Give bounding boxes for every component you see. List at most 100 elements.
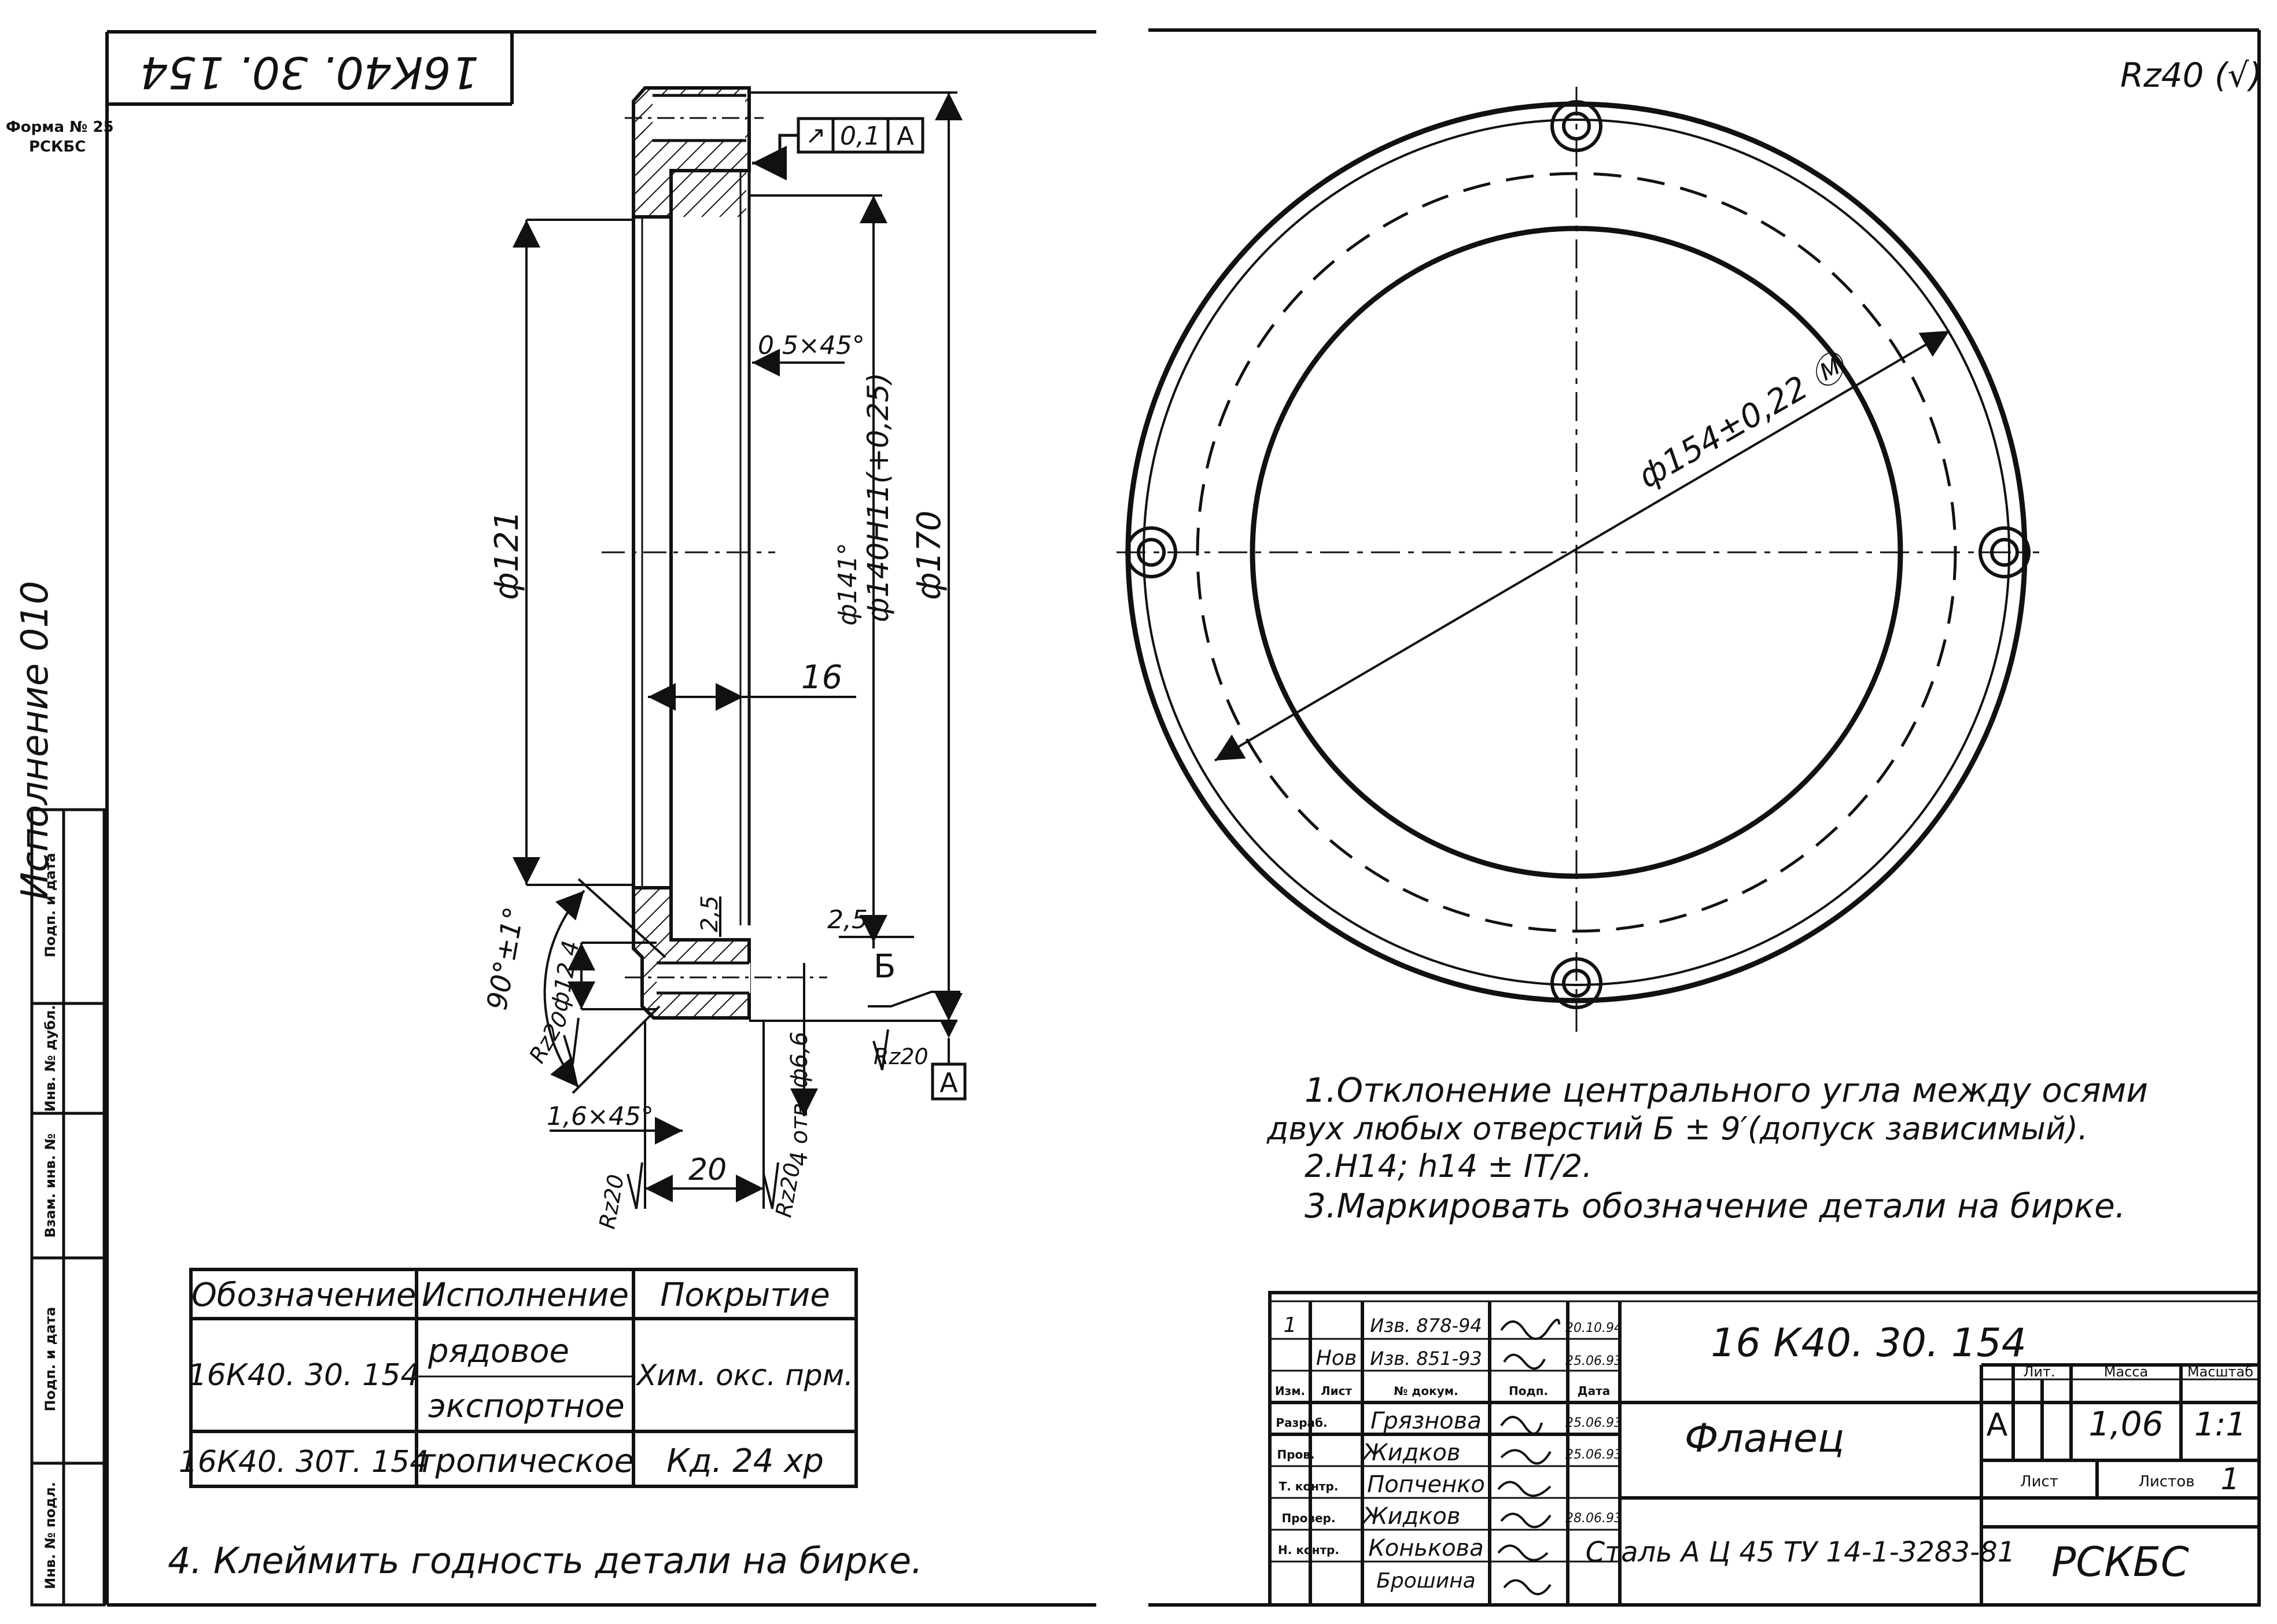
tb-rev-header-sheet: Лист <box>1321 1384 1352 1398</box>
tb-name-3: Попченко <box>1367 1471 1485 1498</box>
tolerance-value: 0,1 <box>840 121 880 151</box>
note-line-2: двух любых отверстий Б ± 9′(допуск завис… <box>1266 1110 2088 1147</box>
dimension-lines <box>513 91 963 1209</box>
datum-a-marker <box>931 1021 967 1101</box>
exec-row2-coating: Кд. 24 хр <box>666 1442 824 1480</box>
note-line-1: 1.Отклонение центрального угла между ося… <box>1305 1071 2148 1110</box>
tb-name-2: Жидков <box>1361 1440 1461 1466</box>
tb-org: РСКБС <box>2051 1538 2189 1586</box>
tb-rev2-doc: Изв. 851-93 <box>1370 1348 1482 1370</box>
bolt-hole-left <box>1125 526 1177 578</box>
dim-dia-170: ф170 <box>911 511 948 600</box>
tb-material: Сталь А Ц 45 ТУ 14-1-3283-81 <box>1586 1536 2016 1568</box>
tolerance-symbol: ↗ <box>805 121 826 149</box>
side-caption: Исполнение 010 <box>14 581 57 900</box>
tb-date-2: 25.06.93 <box>1565 1448 1622 1462</box>
tb-mass-value: 1,06 <box>2088 1404 2163 1444</box>
tb-part-name: Фланец <box>1685 1416 1844 1461</box>
tb-role-2: Пров. <box>1277 1448 1314 1461</box>
section-bottom-boss <box>632 886 751 1020</box>
exec-row2-designation: 16К40. 30Т. 154 <box>179 1445 429 1479</box>
tb-rev-header-date: Дата <box>1578 1384 1610 1398</box>
exec-header-designation: Обозначение <box>191 1276 417 1314</box>
tb-rev-header-sign: Подп. <box>1509 1384 1548 1398</box>
datum-a-label: А <box>939 1067 958 1098</box>
tb-mass-label: Масса <box>2104 1364 2149 1380</box>
tb-name-6: Брошина <box>1376 1569 1476 1593</box>
tb-rev2-sheet: Нов <box>1316 1346 1357 1370</box>
tb-rev-header-doc: № докум. <box>1394 1384 1458 1398</box>
stamp-label-sign-date-2: Подп. и дата <box>42 1307 58 1412</box>
tb-name-1: Грязнова <box>1370 1408 1482 1434</box>
dim-width-16: 16 <box>801 659 842 696</box>
rz20-bottom-left: Rz20 <box>594 1172 629 1231</box>
tb-rev1-change: 1 <box>1284 1313 1297 1337</box>
rz20-right: Rz20 <box>874 1044 929 1069</box>
stamp-label-dup-inv: Инв. № дубл. <box>42 1005 58 1112</box>
tb-role-1: Разраб. <box>1276 1416 1327 1430</box>
exec-row1-exec1: рядовое <box>428 1333 569 1370</box>
tb-lit-label: Лит. <box>2023 1364 2055 1380</box>
rotated-title: 16К40. 30. 154 <box>140 47 479 98</box>
tb-date-1: 25.06.93 <box>1565 1416 1622 1430</box>
note-4: 4. Клеймить годность детали на бирке. <box>168 1540 923 1582</box>
tolerance-datum: А <box>897 121 914 151</box>
dim-dia-121: ф121 <box>488 511 526 600</box>
note-line-4: 3.Маркировать обозначение детали на бирк… <box>1305 1186 2125 1226</box>
flange-front-view <box>1117 87 2039 1035</box>
section-top-hatch <box>636 87 746 217</box>
tb-doc-number: 16 К40. 30. 154 <box>1711 1320 2027 1366</box>
tb-scale-value: 1:1 <box>2194 1406 2246 1444</box>
tb-name-4: Жидков <box>1361 1503 1461 1530</box>
tb-lit-value: А <box>1987 1407 2008 1443</box>
tb-sheets-label: Листов <box>2138 1473 2194 1490</box>
stamp-label-orig-inv: Инв. № подл. <box>42 1482 58 1589</box>
section-view <box>602 86 827 1020</box>
dim-holes: 4 отв. ф6,6 <box>786 1032 813 1167</box>
tb-role-5: Н. контр. <box>1278 1543 1339 1557</box>
flange-diameter-dim: ф154±0,22 Ⓜ <box>1632 345 1855 496</box>
exec-row2-exec1: тропическое <box>417 1442 634 1480</box>
right-sheet-frame <box>1148 28 2261 1607</box>
exec-row1-designation: 16К40. 30. 154 <box>188 1358 420 1393</box>
form-label-line2: РСКБС <box>29 138 86 156</box>
roughness-mark: Rz40 (√) <box>2120 56 2262 95</box>
note-line-3: 2.Н14; h14 ± IT/2. <box>1305 1148 1592 1184</box>
tb-role-4: Провер. <box>1282 1511 1336 1525</box>
tb-rev1-date: 20.10.94 <box>1565 1321 1622 1335</box>
flange-diameter-dim-line <box>1214 330 1951 762</box>
execution-table <box>189 1268 858 1488</box>
dim-dia-141: ф141° <box>833 542 863 626</box>
dim-2-5-horizontal: 2,5 <box>827 905 868 935</box>
rotated-title-box <box>107 32 514 106</box>
tb-rev-header-change: Изм. <box>1275 1384 1305 1398</box>
tb-rev2-date: 25.06.93 <box>1565 1354 1622 1368</box>
tb-date-4: 28.06.93 <box>1565 1511 1622 1526</box>
dim-2-5-vertical: 2,5 <box>697 895 723 932</box>
signature-scribbles <box>1497 1319 1560 1596</box>
bolt-hole-top <box>1550 100 1602 152</box>
dim-width-20: 20 <box>688 1153 727 1187</box>
rz20-left: Rz20 <box>524 1007 573 1067</box>
tb-scale-label: Масштаб <box>2187 1364 2253 1380</box>
dim-chamfer-top: 0,5×45° <box>758 331 865 360</box>
dim-fit-140: ф140Н11(+0,25) <box>861 372 895 622</box>
left-stamp-column <box>30 808 106 1607</box>
label-b: Б <box>874 948 896 986</box>
tolerance-frame <box>752 117 924 180</box>
tb-sheets-value: 1 <box>2220 1462 2239 1497</box>
exec-row1-coating: Хим. окс. прм. <box>635 1359 853 1392</box>
form-label-line1: Форма № 25 <box>6 119 114 136</box>
exec-row1-exec2: экспортное <box>428 1387 625 1425</box>
stamp-label-sign-date: Подп. и дата <box>42 853 58 958</box>
tb-sheet-label: Лист <box>2020 1473 2058 1490</box>
bolt-hole-right <box>1978 526 2031 578</box>
tb-name-5: Конькова <box>1368 1535 1483 1562</box>
dim-angle-90: 90°±1° <box>481 905 530 1013</box>
title-block <box>1268 1291 2261 1607</box>
dim-chamfer-bottom: 1,6×45° <box>547 1102 654 1131</box>
bolt-hole-bottom <box>1550 957 1602 1009</box>
tb-role-3: Т. контр. <box>1279 1479 1339 1493</box>
exec-header-execution: Исполнение <box>422 1276 629 1314</box>
